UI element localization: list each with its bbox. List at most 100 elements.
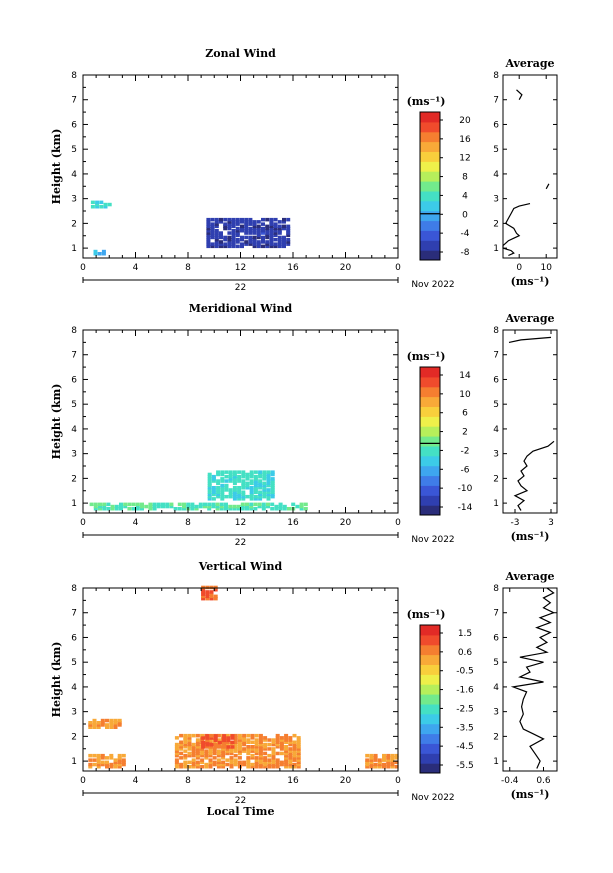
heatmap-cell [273, 229, 278, 233]
heatmap-cell [210, 217, 215, 222]
heatmap-cell [262, 488, 267, 492]
heatmap-cell [246, 738, 251, 742]
heatmap-cell [271, 740, 276, 744]
heatmap-cell [261, 229, 265, 233]
profile-y-tick-label: 4 [493, 683, 499, 693]
heatmap-cell [105, 725, 109, 729]
heatmap-cell [271, 738, 276, 742]
heatmap-cell [98, 502, 102, 507]
heatmap-cell [279, 736, 284, 740]
heatmap-cell [208, 747, 213, 751]
heatmap-cell [284, 765, 289, 769]
heatmap-cell [231, 222, 236, 226]
heatmap-cell [249, 479, 254, 483]
heatmap-cell [254, 762, 259, 767]
heatmap-cell [173, 507, 178, 511]
heatmap-cell [93, 507, 98, 511]
heatmap-cell [109, 718, 114, 723]
heatmap-cell [237, 492, 242, 497]
heatmap-cell [96, 758, 101, 762]
heatmap-cell [261, 240, 265, 244]
heatmap-cell [216, 492, 221, 497]
heatmap-cell [270, 477, 275, 481]
y-tick-label: 2 [71, 474, 77, 484]
heatmap-cell [96, 762, 101, 767]
heatmap-cell [169, 504, 174, 509]
heatmap-cell [257, 504, 262, 509]
heatmap-cell [216, 481, 221, 486]
heatmap-cell [216, 494, 221, 499]
heatmap-cell [183, 762, 188, 767]
heatmap-cell [213, 594, 218, 599]
profile-x-tick-label: 10 [540, 263, 552, 273]
heatmap-cell [200, 765, 205, 769]
y-tick-label: 8 [71, 326, 77, 336]
profile-y-tick-label: 8 [493, 71, 499, 81]
heatmap-cell [249, 474, 254, 479]
heatmap-cell [275, 740, 280, 744]
heatmap-cell [292, 756, 297, 760]
heatmap-cell [382, 756, 386, 760]
heatmap-cell [241, 470, 246, 474]
heatmap-cell [204, 749, 209, 753]
profile-title: Average [504, 312, 554, 325]
heatmap-cell [237, 488, 242, 492]
heatmap-cell [248, 229, 253, 233]
heatmap-cell [245, 504, 249, 509]
heatmap-cell [261, 244, 265, 249]
heatmap-cell [274, 507, 279, 511]
x-tick-label: 20 [340, 776, 352, 786]
heatmap-cell [390, 758, 395, 762]
heatmap-cell [215, 504, 220, 509]
heatmap-cell [114, 507, 119, 511]
heatmap-cell [266, 470, 271, 474]
heatmap-cell [174, 758, 179, 762]
heatmap-cell [213, 736, 218, 740]
heatmap-cell [179, 742, 184, 747]
colorbar-swatch [420, 406, 440, 417]
heatmap-cell [208, 751, 213, 756]
heatmap-cell [177, 507, 182, 511]
profile-x-tick-label: -3 [511, 518, 520, 528]
heatmap-cell [123, 502, 128, 507]
heatmap-cell [213, 585, 218, 590]
heatmap-cell [187, 745, 192, 749]
heatmap-cell [282, 235, 286, 240]
y-tick-label: 1 [71, 244, 77, 254]
heatmap-cell [263, 745, 268, 749]
y-tick-label: 7 [71, 609, 77, 619]
heatmap-cell [365, 753, 370, 758]
heatmap-cell [248, 226, 253, 231]
heatmap-cell [224, 502, 228, 507]
heatmap-cell [261, 504, 266, 509]
heatmap-cell [286, 242, 291, 246]
profile-y-tick-label: 3 [493, 708, 499, 718]
heatmap-cell [242, 742, 247, 747]
heatmap-cell [113, 762, 118, 767]
heatmap-cell [246, 765, 251, 769]
heatmap-cell [216, 749, 221, 753]
heatmap-cell [227, 244, 232, 249]
heatmap-cell [190, 502, 195, 507]
heatmap-cell [275, 758, 280, 762]
heatmap-cell [207, 494, 212, 499]
heatmap-cell [253, 507, 258, 511]
heatmap-cell [282, 217, 286, 222]
heatmap-cell [258, 762, 263, 767]
heatmap-cell [237, 745, 242, 749]
heatmap-cell [205, 592, 210, 596]
heatmap-cell [237, 749, 242, 753]
heatmap-cell [201, 590, 206, 594]
heatmap-cell [214, 224, 219, 229]
heatmap-cell [161, 502, 165, 507]
profile-x-tick-label: 0 [516, 263, 522, 273]
day-label: 22 [235, 796, 246, 806]
heatmap-cell [101, 252, 106, 256]
heatmap-cell [253, 494, 258, 499]
heatmap-cell [240, 217, 244, 222]
heatmap-cell [237, 470, 242, 474]
heatmap-cell [195, 738, 200, 742]
x-tick-label: 12 [235, 518, 246, 528]
heatmap-cell [269, 220, 274, 224]
heatmap-cell [253, 481, 258, 486]
